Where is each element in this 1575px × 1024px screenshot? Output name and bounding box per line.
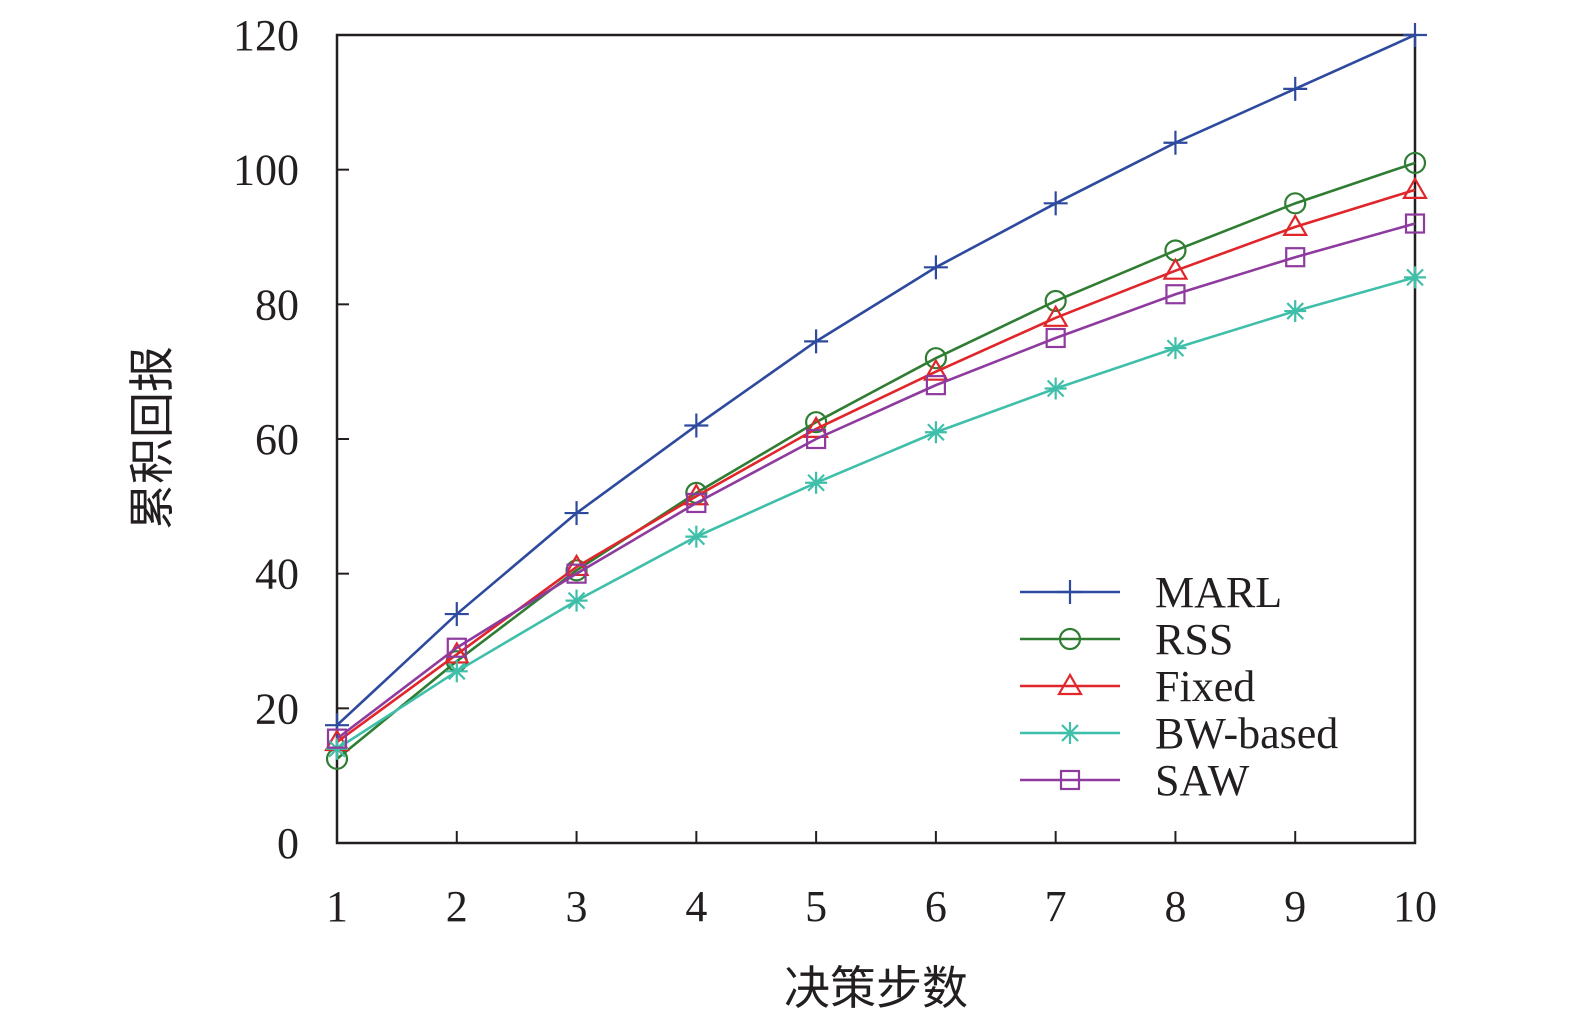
series-marl — [325, 23, 1427, 738]
series-line — [336, 276, 1416, 750]
data-point-circle — [1058, 627, 1082, 651]
y-tick-label: 0 — [277, 819, 299, 868]
data-point-plus — [923, 255, 948, 280]
x-tick-label: 2 — [446, 882, 468, 931]
legend-label: MARL — [1155, 568, 1282, 617]
y-tick-label: 120 — [233, 11, 299, 60]
y-tick-label: 40 — [255, 550, 299, 599]
data-point-star — [1284, 300, 1307, 323]
data-point-triangle — [922, 358, 949, 381]
y-tick-label: 60 — [255, 415, 299, 464]
data-point-square — [446, 637, 467, 658]
data-point-square — [326, 728, 348, 749]
data-point-triangle — [1042, 304, 1069, 327]
data-point-star — [1164, 337, 1187, 360]
x-tick-label: 7 — [1045, 882, 1067, 931]
data-point-circle — [805, 411, 828, 434]
x-axis-title: 决策步数 — [784, 963, 968, 1014]
data-point-star — [1044, 377, 1067, 400]
data-point-square — [1165, 284, 1186, 305]
data-point-triangle — [803, 415, 830, 438]
data-point-star — [445, 660, 468, 683]
legend-item: Fixed — [1020, 662, 1255, 711]
data-point-plus — [1163, 130, 1188, 155]
legend-item: RSS — [1020, 615, 1233, 664]
data-point-circle — [1403, 151, 1427, 175]
series-bw-based — [326, 266, 1426, 760]
x-tick-label: 3 — [566, 882, 588, 931]
data-point-square — [806, 428, 827, 450]
data-point-plus — [1043, 191, 1068, 216]
data-point-square — [1404, 213, 1426, 234]
data-point-plus — [684, 413, 709, 438]
series-fixed — [324, 176, 1428, 752]
data-point-circle — [1044, 289, 1067, 313]
data-point-plus — [1283, 76, 1308, 101]
series-saw — [326, 213, 1426, 749]
series-rss — [325, 151, 1427, 770]
series-line — [336, 222, 1416, 740]
data-point-triangle — [1282, 213, 1309, 236]
data-point-circle — [1284, 192, 1307, 215]
data-point-circle — [924, 347, 947, 370]
x-tick-label: 4 — [685, 882, 707, 931]
x-tick-label: 5 — [805, 882, 827, 931]
data-point-square — [925, 375, 946, 396]
legend-label: BW-based — [1155, 709, 1338, 758]
data-point-plus — [804, 329, 829, 354]
data-point-star — [1404, 266, 1426, 289]
data-point-star — [805, 471, 828, 494]
data-point-triangle — [1057, 672, 1083, 696]
series-line — [336, 33, 1416, 727]
legend-label: RSS — [1155, 615, 1233, 664]
series-layer — [324, 23, 1428, 770]
data-point-plus — [564, 501, 589, 526]
x-tick-label: 1 — [326, 882, 348, 931]
legend-label: Fixed — [1155, 662, 1255, 711]
data-point-star — [924, 421, 947, 444]
series-line — [336, 188, 1416, 744]
y-tick-label: 80 — [255, 280, 299, 329]
y-axis-title: 累积回报 — [127, 346, 178, 530]
x-tick-label: 8 — [1164, 882, 1186, 931]
x-tick-label: 10 — [1393, 882, 1437, 931]
data-point-triangle — [1402, 176, 1428, 199]
series-line — [336, 161, 1416, 760]
y-tick-label: 20 — [255, 684, 299, 733]
data-point-star — [1059, 722, 1081, 744]
legend-item: MARL — [1020, 568, 1282, 617]
data-point-plus — [1058, 580, 1082, 604]
data-point-square — [566, 563, 587, 584]
legend-item: SAW — [1020, 756, 1250, 805]
data-point-square — [686, 492, 707, 514]
legend-label: SAW — [1155, 756, 1250, 805]
data-point-square — [1059, 769, 1081, 791]
data-point-star — [685, 525, 708, 548]
y-tick-label: 100 — [233, 146, 299, 195]
data-point-square — [1285, 247, 1306, 268]
data-point-plus — [1403, 23, 1427, 47]
data-point-square — [1045, 327, 1066, 349]
data-point-triangle — [1162, 257, 1189, 280]
x-tick-label: 6 — [925, 882, 947, 931]
data-point-plus — [444, 602, 469, 627]
x-tick-label: 9 — [1284, 882, 1306, 931]
data-point-star — [565, 589, 588, 612]
legend-item: BW-based — [1020, 709, 1338, 758]
